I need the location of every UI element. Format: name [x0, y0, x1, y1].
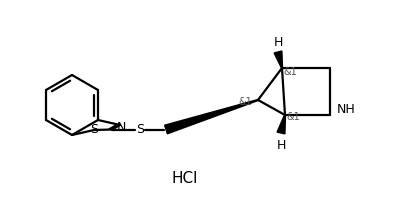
Polygon shape [277, 115, 286, 134]
Polygon shape [274, 51, 282, 68]
Text: S: S [136, 123, 144, 136]
Text: &1: &1 [238, 97, 252, 107]
Text: &1: &1 [283, 67, 297, 77]
Text: &1: &1 [286, 112, 300, 122]
Text: NH: NH [337, 103, 355, 116]
Text: N: N [116, 121, 126, 134]
Text: S: S [90, 123, 98, 136]
Polygon shape [165, 99, 258, 134]
Text: H: H [273, 35, 283, 49]
Text: HCl: HCl [172, 170, 198, 185]
Text: H: H [276, 138, 286, 151]
